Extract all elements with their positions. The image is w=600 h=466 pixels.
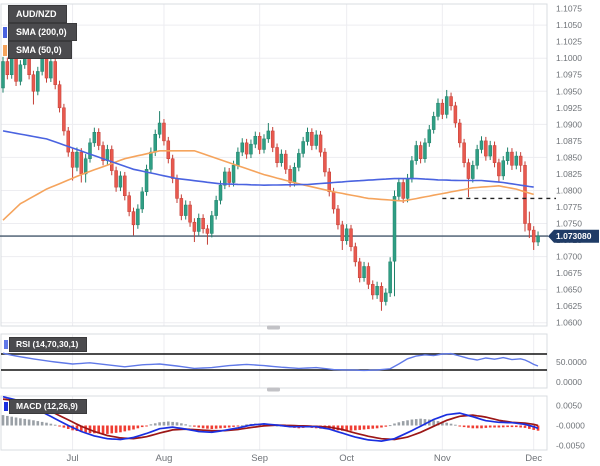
rsi-color-chip (4, 340, 8, 349)
svg-text:1.0650: 1.0650 (556, 285, 582, 295)
svg-text:0.0050: 0.0050 (556, 401, 582, 411)
svg-text:Oct: Oct (339, 453, 354, 464)
legend-macd[interactable]: MACD (12,26,9) (4, 399, 87, 414)
svg-text:1.0925: 1.0925 (556, 103, 582, 113)
legend-sma200[interactable]: SMA (200,0) (3, 23, 77, 41)
sma50-label: SMA (50,0) (8, 41, 72, 59)
sma200-line (2, 130, 534, 188)
svg-text:Dec: Dec (525, 453, 542, 464)
legend-symbol[interactable]: AUD/NZD (8, 5, 67, 23)
svg-text:-0.0050: -0.0050 (556, 441, 585, 451)
candlestick-series (1, 43, 540, 311)
symbol-label: AUD/NZD (8, 5, 67, 23)
svg-text:1.0850: 1.0850 (556, 152, 582, 162)
svg-text:0.0000: 0.0000 (556, 377, 582, 387)
pane-borders (0, 3, 548, 451)
svg-text:Jul: Jul (67, 453, 79, 464)
sma50-line (2, 150, 534, 221)
current-price-tag: 1.073080 (548, 229, 599, 243)
rsi-label: RSI (14,70,30,1) (9, 337, 88, 352)
legend-sma50[interactable]: SMA (50,0) (3, 41, 72, 59)
svg-text:1.0825: 1.0825 (556, 169, 582, 179)
svg-text:Nov: Nov (434, 453, 451, 464)
svg-text:1.0950: 1.0950 (556, 86, 582, 96)
pane-resize-handle-macd[interactable] (267, 387, 280, 392)
rsi-series (1, 352, 547, 372)
svg-text:1.0975: 1.0975 (556, 70, 582, 80)
svg-text:1.0700: 1.0700 (556, 252, 582, 262)
pane-resize-handle-rsi[interactable] (267, 325, 280, 330)
svg-text:1.0675: 1.0675 (556, 268, 582, 278)
indicator-axes: 50.0000 0.0000 0.0050 -0.0000 -0.0050 (556, 357, 587, 451)
svg-text:1.1050: 1.1050 (556, 20, 582, 30)
svg-text:1.0775: 1.0775 (556, 202, 582, 212)
svg-text:1.1000: 1.1000 (556, 53, 582, 63)
svg-text:1.0750: 1.0750 (556, 219, 582, 229)
legend-rsi[interactable]: RSI (14,70,30,1) (4, 337, 88, 352)
sma200-label: SMA (200,0) (8, 23, 77, 41)
sma200-color-chip (3, 26, 7, 38)
svg-text:1.0625: 1.0625 (556, 301, 582, 311)
macd-label: MACD (12,26,9) (9, 399, 87, 414)
svg-text:-0.0000: -0.0000 (556, 421, 585, 431)
sma50-color-chip (3, 44, 7, 56)
gridlines (1, 4, 547, 450)
svg-text:Aug: Aug (155, 453, 172, 464)
svg-text:1.0900: 1.0900 (556, 119, 582, 129)
macd-series (1, 396, 540, 442)
svg-text:50.0000: 50.0000 (556, 357, 587, 367)
svg-text:Sep: Sep (251, 453, 268, 464)
price-axis[interactable]: 1.1075 1.1050 1.1025 1.1000 1.0975 1.0950 1.09… (556, 4, 582, 328)
svg-text:1.0875: 1.0875 (556, 136, 582, 146)
svg-text:1.0600: 1.0600 (556, 318, 582, 328)
svg-text:1.1025: 1.1025 (556, 37, 582, 47)
svg-text:1.1075: 1.1075 (556, 4, 582, 14)
time-axis[interactable]: Jul Aug Sep Oct Nov Dec (67, 453, 543, 464)
svg-text:1.0800: 1.0800 (556, 185, 582, 195)
svg-text:1.073080: 1.073080 (556, 231, 592, 241)
macd-color-chip (4, 402, 8, 411)
